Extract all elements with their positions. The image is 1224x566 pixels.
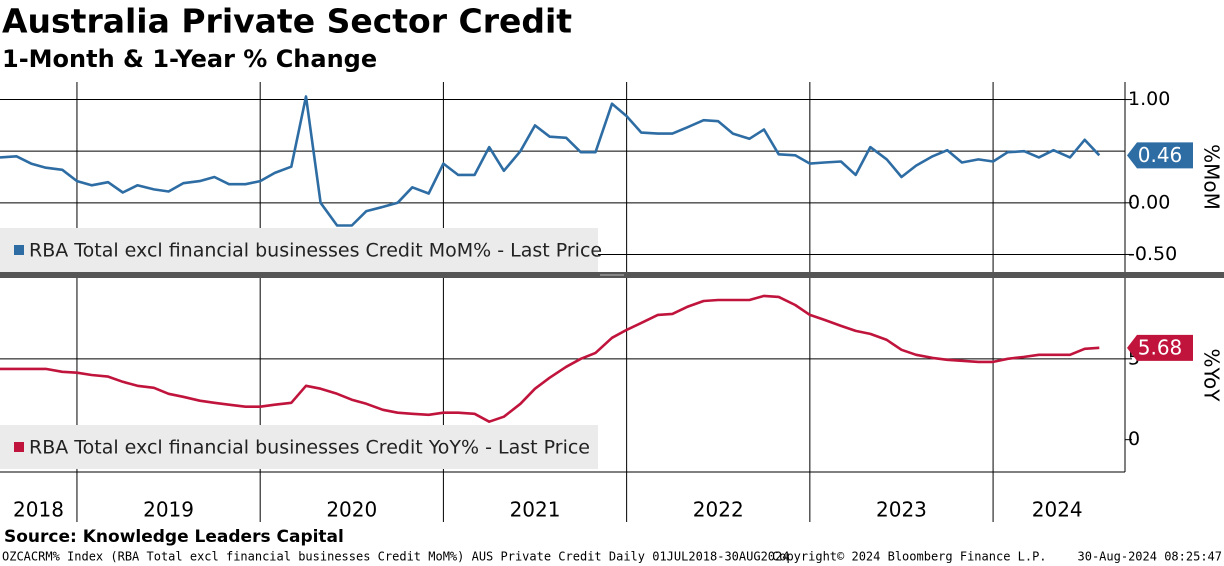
legend-label: RBA Total excl financial businesses Cred…: [29, 240, 602, 262]
y-tick-label: 1.00: [1128, 88, 1170, 110]
chart-title: Australia Private Sector Credit: [2, 2, 572, 41]
line-series: [0, 95, 1101, 227]
last-value-tag: [1127, 334, 1193, 361]
last-value-tag: [1127, 142, 1193, 169]
y-axis-label: %MoM: [1200, 144, 1224, 210]
x-tick-label: 2019: [143, 498, 194, 522]
legend-swatch: [14, 245, 24, 255]
footer-timestamp: 30-Aug-2024 08:25:47: [1078, 550, 1223, 564]
y-tick-label: 0.00: [1128, 191, 1170, 213]
last-value-label: 0.46: [1138, 143, 1183, 167]
footer-copyright: Copyright© 2024 Bloomberg Finance L.P.: [772, 550, 1047, 564]
legend-box: [0, 425, 598, 469]
legend-swatch: [14, 442, 24, 452]
y-tick-label: -0.50: [1128, 243, 1177, 265]
x-tick-label: 2018: [13, 498, 64, 522]
x-tick-label: 2021: [510, 498, 561, 522]
y-axis-label: %YoY: [1200, 348, 1224, 402]
x-tick-label: 2022: [693, 498, 744, 522]
y-tick-label: 0: [1128, 428, 1140, 450]
legend-box: [0, 228, 598, 272]
x-tick-label: 2024: [1032, 498, 1083, 522]
legend-label: RBA Total excl financial businesses Cred…: [29, 437, 590, 459]
footer-note: OZCACRM% Index (RBA Total excl financial…: [2, 550, 789, 564]
chart-subtitle: 1-Month & 1-Year % Change: [2, 45, 377, 73]
x-tick-label: 2023: [876, 498, 927, 522]
line-series: [0, 294, 1100, 423]
last-value-label: 5.68: [1138, 335, 1183, 359]
source: Source: Knowledge Leaders Capital: [4, 527, 344, 547]
x-tick-label: 2020: [326, 498, 377, 522]
